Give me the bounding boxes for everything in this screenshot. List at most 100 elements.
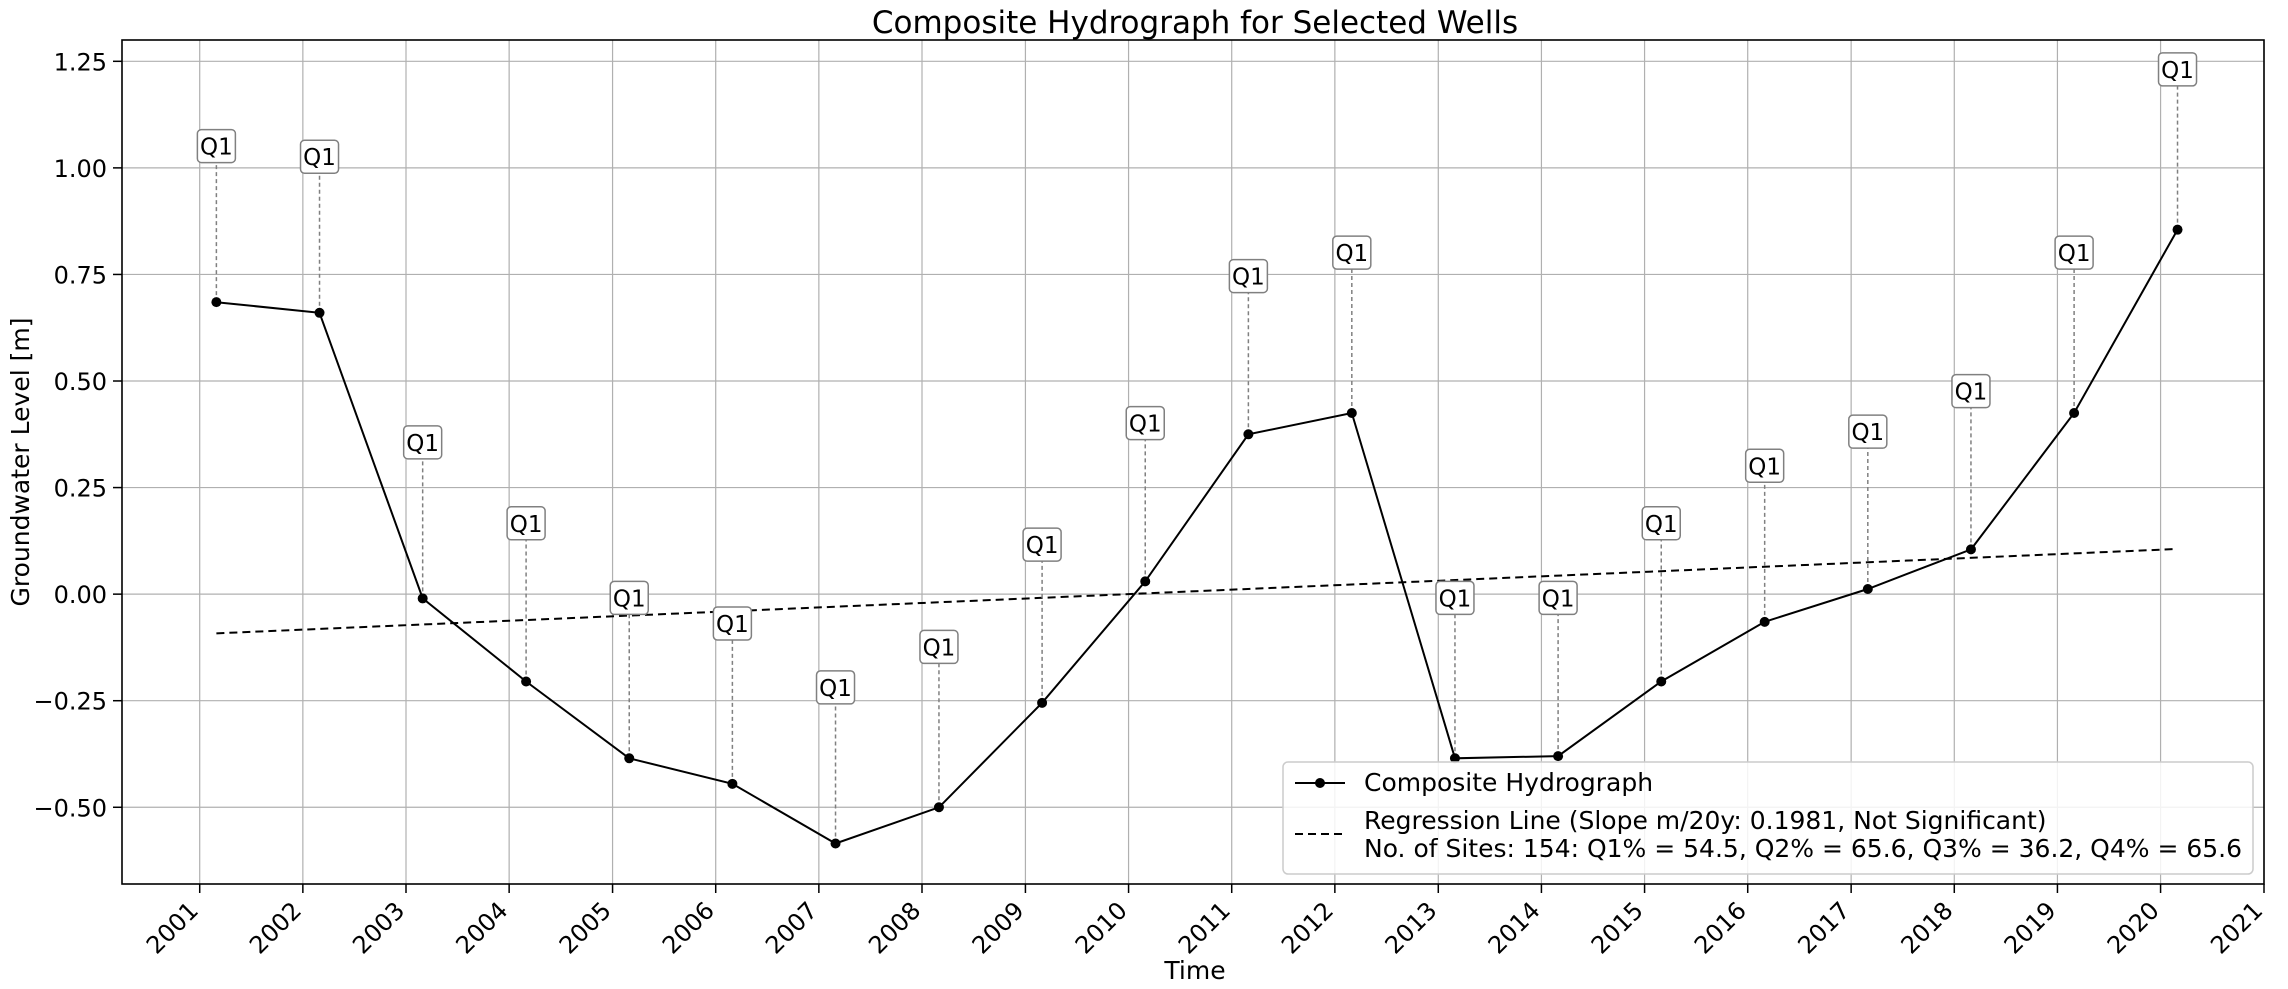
hydrograph-point bbox=[1140, 576, 1151, 587]
q1-annotation-label: Q1 bbox=[1645, 512, 1678, 538]
q1-annotation-label: Q1 bbox=[1232, 265, 1265, 291]
q1-annotation-label: Q1 bbox=[1026, 533, 1059, 559]
q1-annotation-box bbox=[815, 670, 856, 705]
q1-annotation-box bbox=[1022, 527, 1062, 562]
q1-annotation: Q1 bbox=[2054, 235, 2094, 270]
q1-annotation-label: Q1 bbox=[200, 135, 233, 161]
grid-lines bbox=[122, 40, 2265, 884]
hydrograph-layer bbox=[211, 224, 2183, 849]
q1-annotation: Q1 bbox=[402, 425, 443, 460]
q1-annotation-label: Q1 bbox=[1129, 412, 1162, 438]
q1-annotation: Q1 bbox=[609, 580, 649, 616]
q1-annotation-label: Q1 bbox=[819, 676, 852, 702]
y-tick-label: 0.50 bbox=[54, 368, 107, 396]
q1-annotation-box bbox=[506, 506, 546, 541]
legend-sites-label: No. of Sites: 154: Q1% = 54.5, Q2% = 65.… bbox=[1364, 834, 2242, 863]
q1-annotation-label: Q1 bbox=[406, 431, 439, 457]
q1-annotation-label: Q1 bbox=[510, 512, 543, 538]
y-tick-label: 0.00 bbox=[54, 581, 107, 609]
q1-annotation: Q1 bbox=[1332, 235, 1372, 270]
q1-annotation-box bbox=[919, 629, 959, 665]
q1-annotation-box bbox=[1538, 580, 1578, 616]
hydrograph-point bbox=[727, 778, 738, 789]
hydrograph-point bbox=[1449, 753, 1460, 764]
q1-annotation-label: Q1 bbox=[923, 635, 956, 661]
q1-annotation-box bbox=[2157, 52, 2198, 87]
q1-annotation-box bbox=[712, 606, 753, 641]
q1-annotation-box bbox=[1641, 506, 1681, 541]
y-tick-label: 0.25 bbox=[54, 475, 107, 503]
y-tick-label: −0.25 bbox=[33, 688, 107, 716]
annotation-connectors bbox=[215, 85, 2179, 844]
q1-annotation: Q1 bbox=[196, 128, 237, 164]
q1-annotation: Q1 bbox=[1744, 448, 1785, 484]
regression-layer bbox=[216, 547, 2178, 635]
hydrograph-point bbox=[417, 593, 428, 604]
hydrograph-point bbox=[1243, 429, 1254, 440]
hydrograph-point bbox=[1346, 407, 1357, 418]
q1-annotation-box bbox=[1332, 235, 1372, 270]
hydrograph-point bbox=[1553, 751, 1564, 762]
hydrograph-point bbox=[933, 802, 944, 813]
y-tick-label: −0.50 bbox=[33, 794, 107, 822]
q1-annotation-label: Q1 bbox=[2058, 241, 2091, 267]
hydrograph-line bbox=[216, 229, 2179, 845]
hydrograph-point bbox=[1965, 544, 1976, 555]
chart-title: Composite Hydrograph for Selected Wells bbox=[872, 5, 1518, 41]
hydrograph-point bbox=[1759, 616, 1770, 627]
q1-annotation-label: Q1 bbox=[1439, 586, 1472, 612]
q1-annotation-box bbox=[299, 139, 340, 174]
q1-annotation-box bbox=[402, 425, 443, 460]
q1-annotation: Q1 bbox=[1951, 373, 1991, 409]
y-axis-label: Groundwater Level [m] bbox=[6, 318, 35, 607]
hydrograph-point bbox=[314, 307, 325, 318]
q1-annotation-box bbox=[1951, 373, 1991, 409]
q1-annotation-label: Q1 bbox=[716, 612, 749, 638]
y-tick-label: 1.00 bbox=[54, 155, 107, 183]
q1-annotation: Q1 bbox=[1435, 580, 1475, 616]
hydrograph-point bbox=[2069, 407, 2080, 418]
x-axis-label: Time bbox=[1163, 956, 1225, 985]
y-axis-ticks: −0.50 −0.25 0.00 0.25 0.50 0.75 1.00 1.25 bbox=[33, 48, 122, 822]
q1-annotation-label: Q1 bbox=[1955, 380, 1988, 406]
q1-annotation-box bbox=[196, 128, 237, 164]
hydrograph-point bbox=[211, 297, 222, 308]
q1-annotation-label: Q1 bbox=[613, 586, 646, 612]
legend: Composite Hydrograph Regression Line (Sl… bbox=[1282, 761, 2254, 875]
plot-frame bbox=[121, 39, 2265, 885]
q1-annotation: Q1 bbox=[1848, 414, 1888, 449]
q1-annotation-box bbox=[1228, 258, 1269, 294]
q1-annotation-label: Q1 bbox=[1542, 586, 1575, 612]
q1-annotation-layer: Q1 Q1 Q1 Q1 Q1 Q1 Q1 Q1 Q1 Q1 Q1 Q1 Q1 Q1 Q1 Q1 Q1 Q1 Q1 Q1 bbox=[196, 52, 2198, 705]
q1-annotation-label: Q1 bbox=[303, 145, 336, 171]
q1-annotation: Q1 bbox=[1641, 506, 1681, 541]
hydrograph-point bbox=[624, 753, 635, 764]
q1-annotation: Q1 bbox=[299, 139, 340, 174]
q1-annotation: Q1 bbox=[712, 606, 753, 641]
y-tick-label: 0.75 bbox=[54, 261, 107, 289]
hydrograph-point bbox=[521, 676, 532, 687]
legend-hydrograph-marker bbox=[1315, 778, 1325, 788]
q1-annotation-box bbox=[609, 580, 649, 616]
legend-regression-label: Regression Line (Slope m/20y: 0.1981, No… bbox=[1364, 806, 2047, 835]
q1-annotation: Q1 bbox=[2157, 52, 2198, 87]
q1-annotation-box bbox=[1848, 414, 1888, 449]
q1-annotation: Q1 bbox=[1538, 580, 1578, 616]
q1-annotation: Q1 bbox=[1022, 527, 1062, 562]
q1-annotation: Q1 bbox=[815, 670, 856, 705]
hydrograph-point bbox=[2172, 224, 2183, 235]
regression-line bbox=[216, 547, 2178, 635]
q1-annotation-box bbox=[2054, 235, 2094, 270]
q1-annotation: Q1 bbox=[919, 629, 959, 665]
legend-hydrograph-label: Composite Hydrograph bbox=[1364, 768, 1653, 797]
legend-box bbox=[1282, 761, 2254, 875]
q1-annotation: Q1 bbox=[506, 506, 546, 541]
y-tick-label: 1.25 bbox=[54, 48, 107, 76]
hydrograph-point bbox=[1862, 584, 1873, 595]
q1-annotation-box bbox=[1435, 580, 1475, 616]
q1-annotation-label: Q1 bbox=[1335, 241, 1368, 267]
q1-annotation-box bbox=[1744, 448, 1785, 484]
hydrograph-point bbox=[1037, 697, 1048, 708]
hydrograph-point bbox=[1656, 676, 1667, 687]
